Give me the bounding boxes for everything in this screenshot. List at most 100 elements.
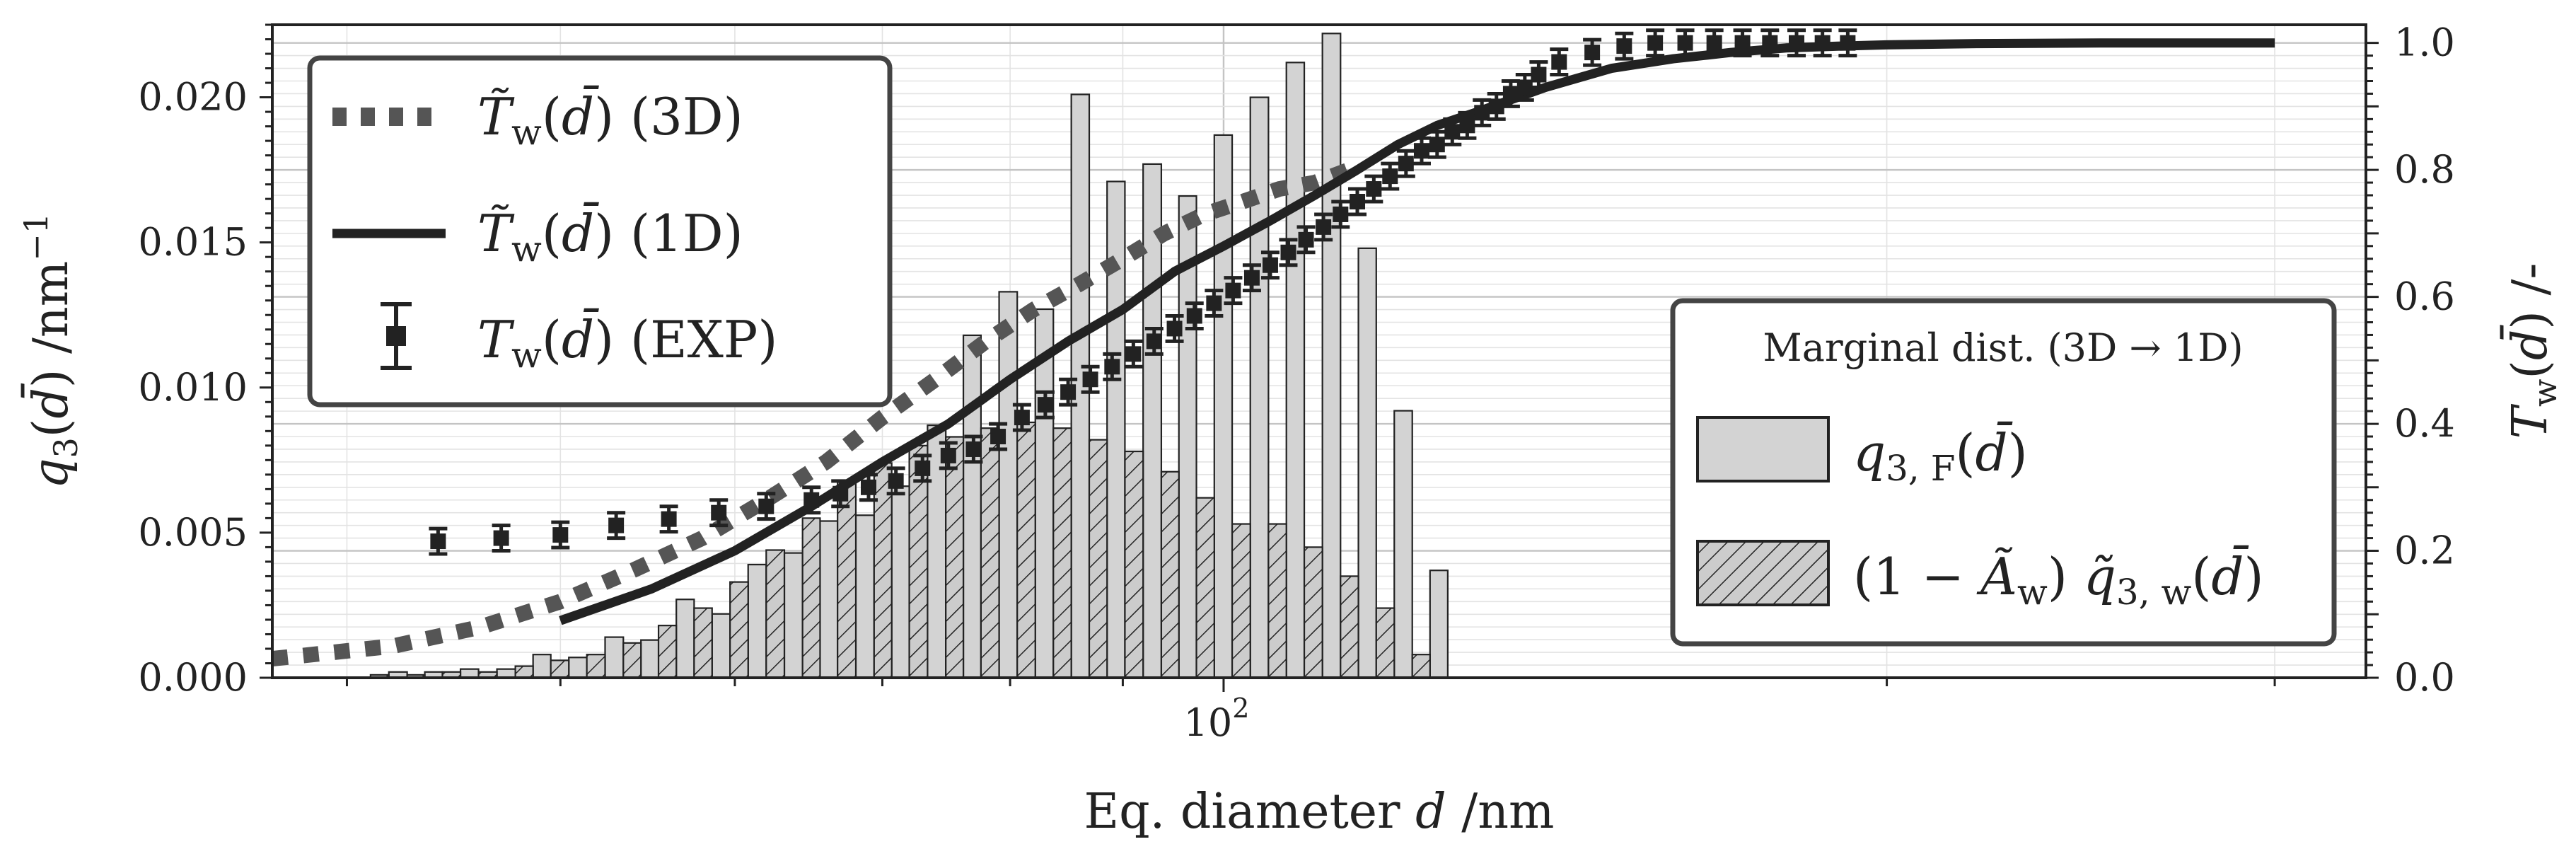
exp-point: [1279, 238, 1298, 267]
legend-swatch-q3f: [1696, 416, 1830, 482]
y-left-tick-label: 0.005: [138, 510, 248, 555]
exp-point: [1396, 149, 1415, 178]
exp-marker: [1333, 206, 1349, 222]
exp-point: [429, 526, 448, 556]
exp-point: [1059, 377, 1078, 407]
exp-marker: [552, 527, 569, 543]
bar-q3w: [586, 654, 606, 678]
bar-q3f: [675, 599, 695, 678]
exp-point: [1646, 28, 1665, 58]
bar-q3w: [514, 665, 534, 678]
bar-q3f: [640, 639, 660, 678]
legend-swatch-q3w: [1696, 540, 1830, 606]
legend-lines: T̃w(d̄) (3D) T̃w(d̄) (1D) Tw(d̄) (EXP): [307, 55, 893, 408]
exp-point: [1473, 98, 1492, 127]
bar-q3w: [1411, 654, 1431, 678]
y-left-tick-label: 0.020: [138, 75, 248, 120]
exp-point: [1760, 28, 1780, 58]
legend-label-q3f: q3, F(d̄): [1853, 420, 2028, 489]
exp-marker: [1551, 54, 1567, 70]
y-right-tick-label: 0.2: [2394, 528, 2455, 573]
bar-q3w: [693, 607, 713, 678]
exp-marker: [1502, 86, 1519, 102]
exp-point: [709, 498, 729, 528]
bar-q3f: [962, 334, 982, 678]
exp-point: [1501, 79, 1520, 108]
exp-marker: [940, 447, 956, 463]
bar-q3w: [873, 462, 893, 678]
exp-point: [1314, 212, 1333, 242]
y-right-tick-label: 0.0: [2394, 655, 2455, 700]
exp-point: [1550, 47, 1569, 77]
exp-marker: [1840, 35, 1856, 51]
y-left-tick-label: 0.015: [138, 220, 248, 265]
exp-point: [1787, 28, 1806, 58]
exp-point: [1364, 174, 1383, 204]
exp-marker: [608, 517, 625, 533]
exp-marker: [1037, 397, 1053, 413]
bar-q3w: [837, 479, 857, 678]
exp-marker: [1429, 137, 1445, 153]
bar-q3w: [622, 642, 642, 678]
bar-q3w: [550, 659, 570, 678]
bar-q3f: [1178, 195, 1197, 678]
exp-point: [1144, 326, 1164, 356]
tick-labels: 0.000 0.005 0.010 0.015 0.020 0.0 0.2 0.4 0.6 0.8…: [138, 21, 2454, 745]
bar-q3f: [1285, 62, 1306, 678]
exp-point: [1035, 390, 1055, 420]
exp-marker: [990, 429, 1006, 445]
exp-marker: [1298, 231, 1314, 248]
exp-marker: [1647, 35, 1664, 51]
exp-marker: [1382, 168, 1398, 185]
exp-marker: [661, 511, 677, 527]
bar-q3f: [1142, 163, 1163, 678]
exp-marker: [1262, 257, 1278, 273]
bar-q3w: [1016, 421, 1036, 678]
bar-q3f: [1393, 410, 1413, 678]
bar-q3f: [568, 657, 588, 678]
bar-q3w: [1052, 427, 1072, 678]
exp-marker: [1413, 143, 1429, 159]
exp-point: [659, 504, 678, 534]
exp-point: [1331, 200, 1350, 229]
exp-point: [1185, 301, 1204, 330]
exp-errorbars: [429, 28, 1857, 556]
exp-point: [1224, 276, 1243, 306]
exp-point: [802, 485, 821, 515]
bar-q3w: [908, 444, 929, 678]
exp-point: [492, 524, 511, 553]
exp-point: [1443, 117, 1462, 146]
exp-point: [913, 453, 932, 483]
exp-marker: [1516, 79, 1533, 96]
legend-swatch-exp: [381, 302, 412, 370]
exp-point: [1427, 129, 1446, 159]
exp-marker: [861, 479, 877, 495]
exp-point: [831, 479, 850, 509]
exp-point: [1529, 60, 1548, 89]
exp-marker: [1366, 181, 1382, 197]
legend-marginal: Marginal dist. (3D → 1D) q3, F(d̄) (1 − …: [1670, 298, 2337, 647]
exp-marker: [1677, 35, 1693, 51]
exp-marker: [1616, 38, 1632, 54]
exp-marker: [915, 460, 931, 476]
exp-point: [1838, 28, 1857, 58]
exp-point: [1412, 136, 1431, 166]
bar-q3f: [819, 520, 839, 678]
exp-point: [1103, 352, 1122, 381]
exp-point: [1487, 91, 1506, 121]
exp-point: [1348, 187, 1367, 216]
bar-q3f: [532, 654, 552, 678]
x-tick-label: 102: [1183, 693, 1249, 745]
exp-point: [939, 441, 958, 470]
bar-q3f: [1357, 247, 1377, 678]
exp-marker: [1762, 35, 1778, 51]
exp-marker: [1206, 295, 1222, 311]
exp-marker: [1082, 371, 1098, 388]
bar-q3w: [1195, 497, 1215, 678]
exp-marker: [493, 530, 509, 546]
exp-marker: [1166, 320, 1183, 337]
exp-marker: [1584, 45, 1601, 61]
exp-point: [1583, 37, 1602, 67]
bar-q3f: [1429, 570, 1449, 678]
bar-q3w: [1303, 546, 1323, 678]
